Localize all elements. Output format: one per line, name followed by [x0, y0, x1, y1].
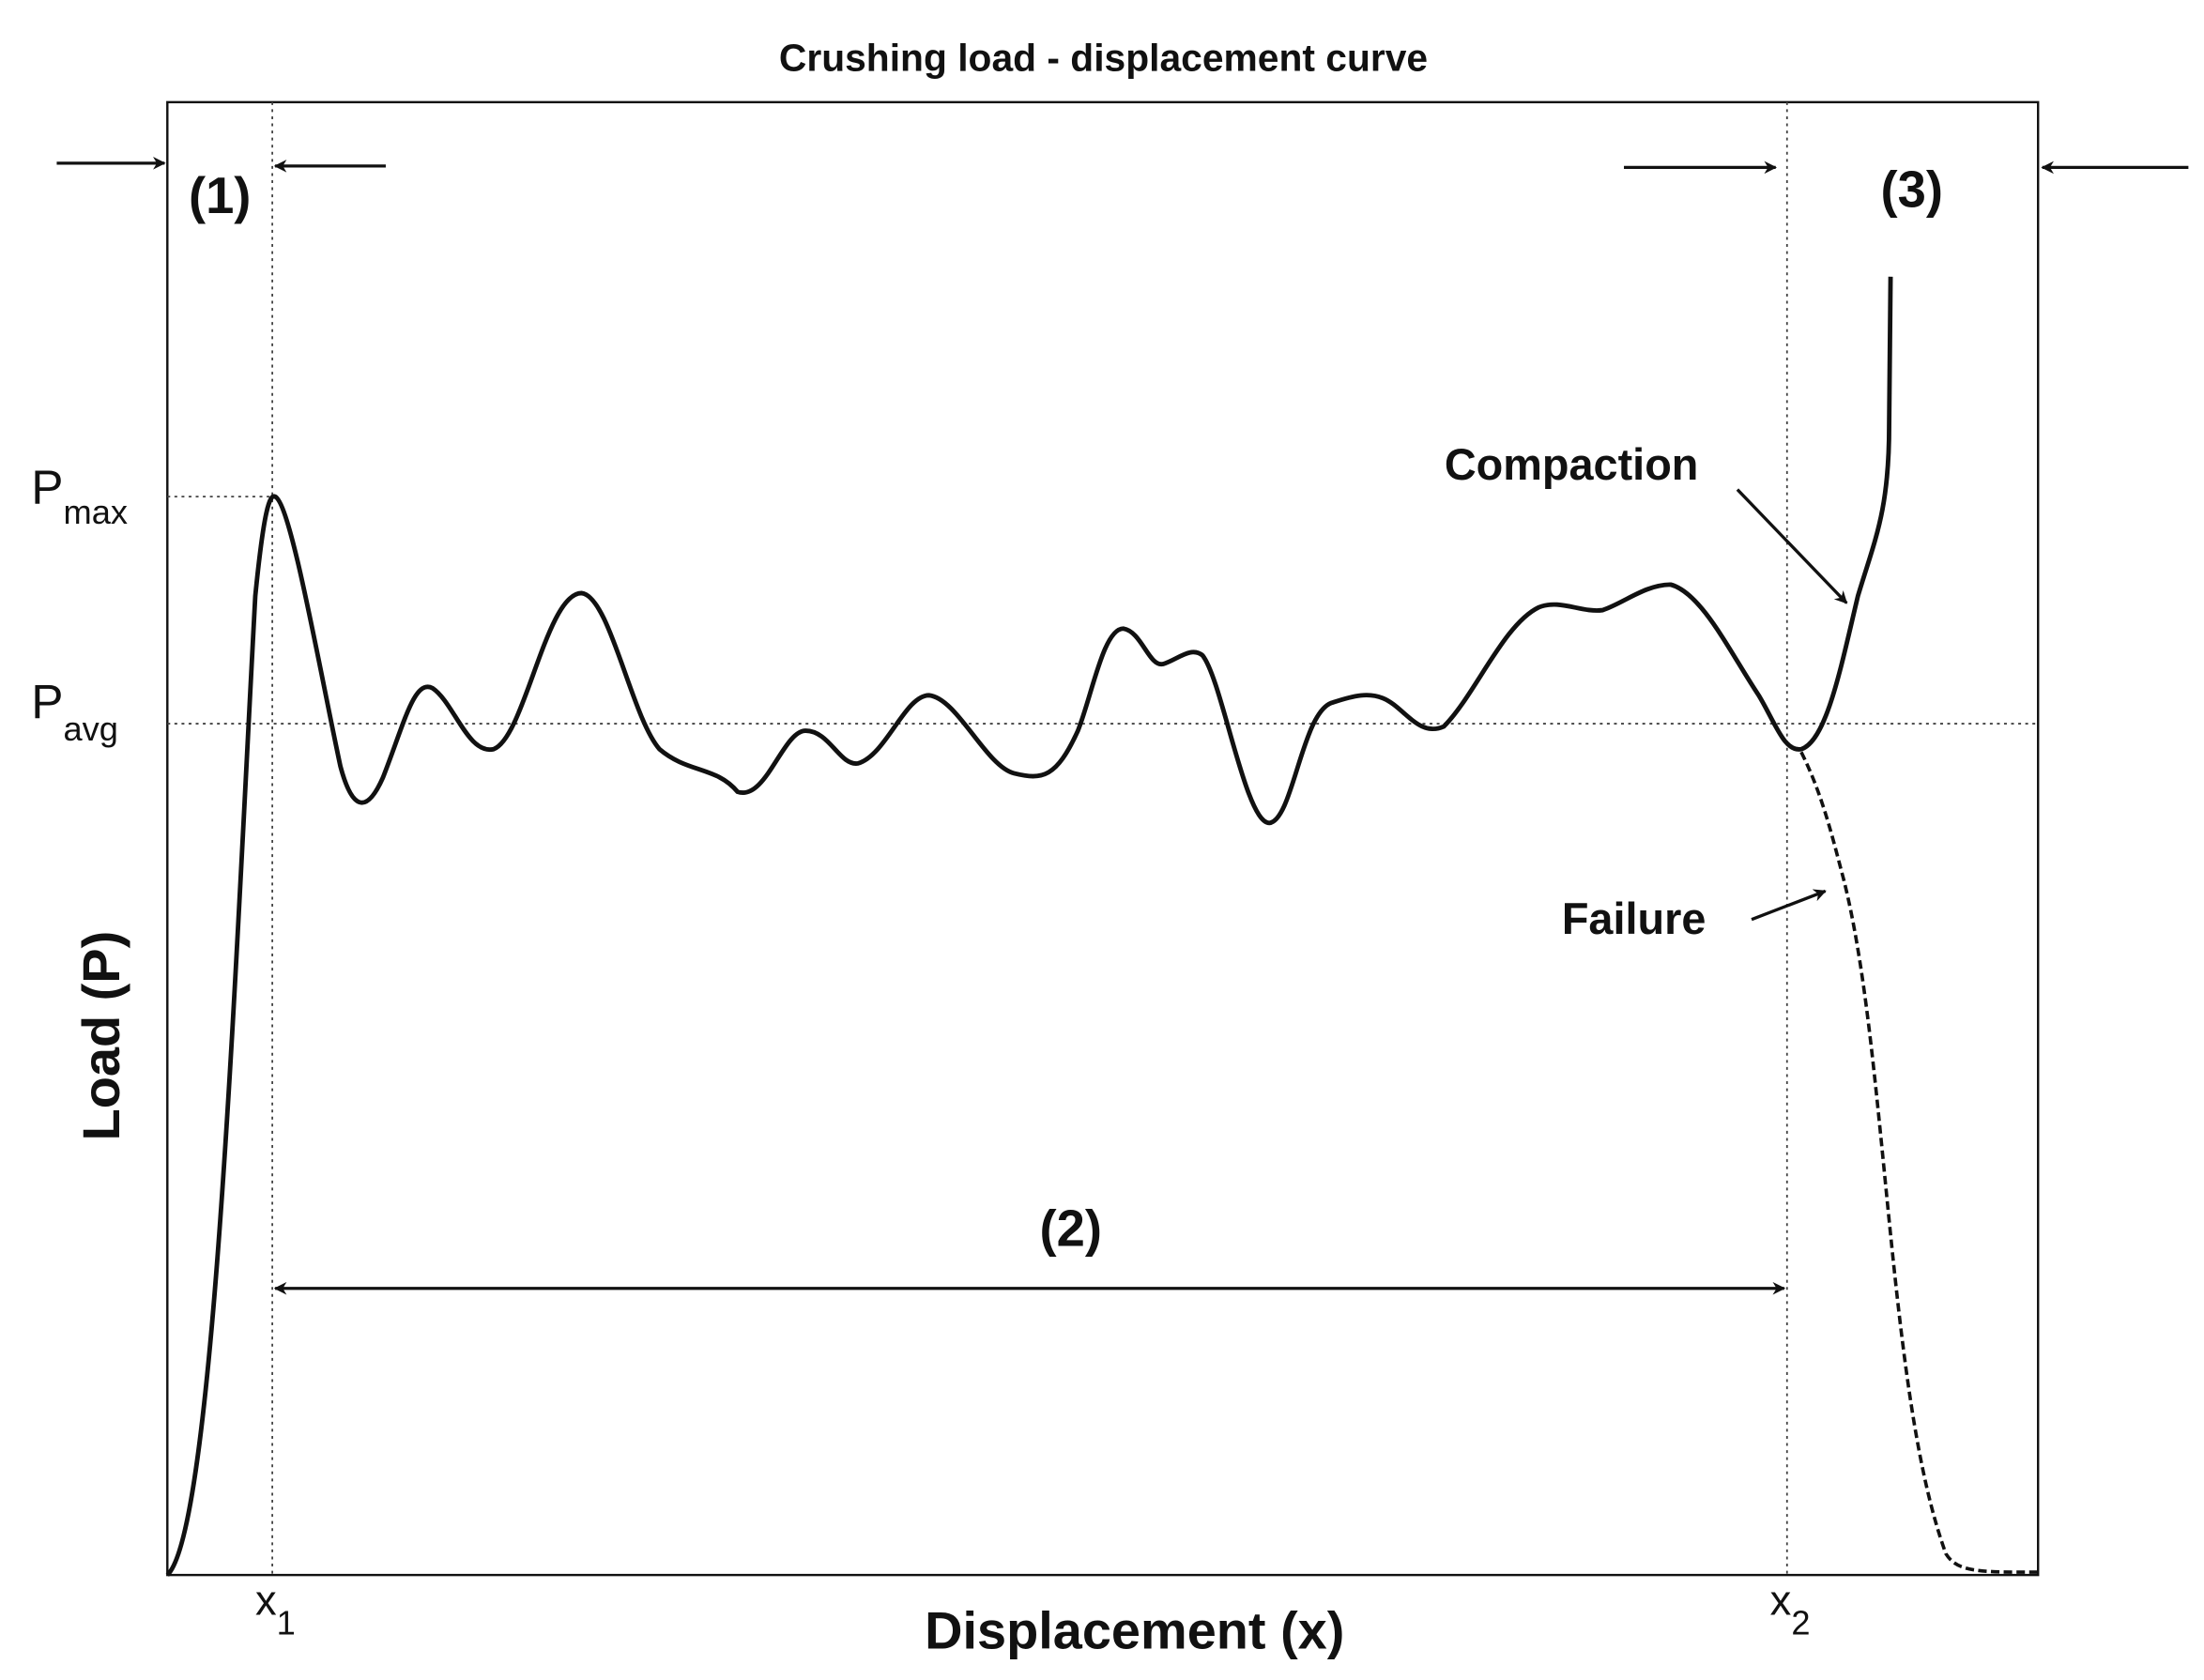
- label-main: x: [1770, 1576, 1792, 1624]
- region-label: (1): [189, 167, 251, 224]
- compaction-pointer: [1736, 488, 1848, 604]
- y-mark-label: Pmax: [31, 460, 128, 531]
- chart-title: Crushing load - displacement curve: [779, 37, 1428, 80]
- x-mark-label: x2: [1770, 1576, 1811, 1642]
- label-sub: 2: [1791, 1604, 1810, 1642]
- y-mark-label: Pavg: [31, 674, 118, 748]
- label-main: x: [255, 1576, 277, 1624]
- x-mark-label: x1: [255, 1576, 296, 1642]
- region-label: (2): [1040, 1199, 1102, 1257]
- label-main: P: [31, 460, 63, 514]
- plot-frame: [166, 100, 2040, 1577]
- label-sub: avg: [64, 710, 118, 748]
- failure-curve: [1799, 751, 2039, 1574]
- load-curve: [165, 276, 1893, 1577]
- annotation: Compaction: [1445, 440, 1699, 489]
- label-sub: max: [64, 493, 128, 531]
- x-axis-label: Displacement (x): [925, 1601, 1344, 1660]
- y-axis-label: Load (P): [71, 931, 130, 1141]
- region-label: (3): [1881, 161, 1943, 219]
- failure-pointer: [1751, 889, 1827, 922]
- label-main: P: [31, 674, 63, 728]
- label-sub: 1: [277, 1604, 296, 1642]
- annotation: Failure: [1562, 894, 1707, 943]
